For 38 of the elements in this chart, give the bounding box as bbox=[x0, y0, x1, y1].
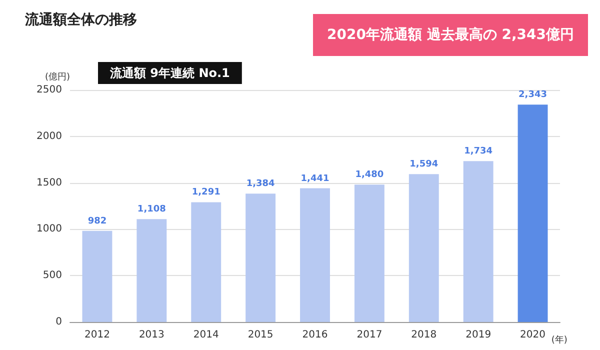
chart-title: 流通額全体の推移 bbox=[24, 11, 137, 28]
bar bbox=[463, 161, 494, 322]
data-label: 1,480 bbox=[355, 170, 384, 180]
x-tick-label: 2012 bbox=[84, 330, 110, 340]
bar bbox=[136, 219, 167, 322]
y-axis-title: (億円) bbox=[44, 72, 70, 82]
y-tick-label: 500 bbox=[42, 270, 62, 282]
bar bbox=[300, 188, 330, 322]
x-tick-label: 2018 bbox=[411, 330, 437, 340]
y-tick-label: 1000 bbox=[36, 224, 62, 235]
x-axis-title: (年) bbox=[551, 334, 568, 346]
data-label: 982 bbox=[88, 216, 107, 226]
data-label: 1,441 bbox=[300, 174, 330, 184]
data-label: 1,734 bbox=[464, 146, 493, 157]
data-label: 1,594 bbox=[410, 160, 438, 170]
bar bbox=[518, 104, 548, 322]
bar bbox=[408, 174, 439, 322]
x-tick-label: 2015 bbox=[248, 330, 274, 340]
y-tick-label: 2500 bbox=[36, 84, 62, 96]
y-tick-label: 1500 bbox=[36, 177, 62, 188]
y-tick-label: 0 bbox=[56, 316, 62, 328]
x-tick-label: 2019 bbox=[466, 330, 492, 340]
bar bbox=[246, 194, 276, 322]
bar bbox=[82, 230, 112, 322]
x-tick-label: 2013 bbox=[138, 330, 164, 340]
x-tick-label: 2017 bbox=[356, 330, 382, 340]
x-tick-label: 2020 bbox=[520, 330, 546, 340]
data-label: 2,343 bbox=[518, 90, 548, 100]
text: 流通額 9年連続 No.1 bbox=[109, 66, 230, 80]
data-label: 1,384 bbox=[246, 179, 275, 190]
text: 2020年流通額 過去最高の 2,343億円 bbox=[327, 26, 574, 43]
bar bbox=[354, 184, 384, 322]
x-tick-label: 2014 bbox=[193, 330, 219, 340]
bar bbox=[191, 202, 222, 322]
y-tick-label: 2000 bbox=[36, 130, 62, 142]
x-tick-label: 2016 bbox=[302, 330, 328, 340]
data-label: 1,291 bbox=[192, 188, 220, 198]
data-label: 1,108 bbox=[137, 204, 166, 215]
